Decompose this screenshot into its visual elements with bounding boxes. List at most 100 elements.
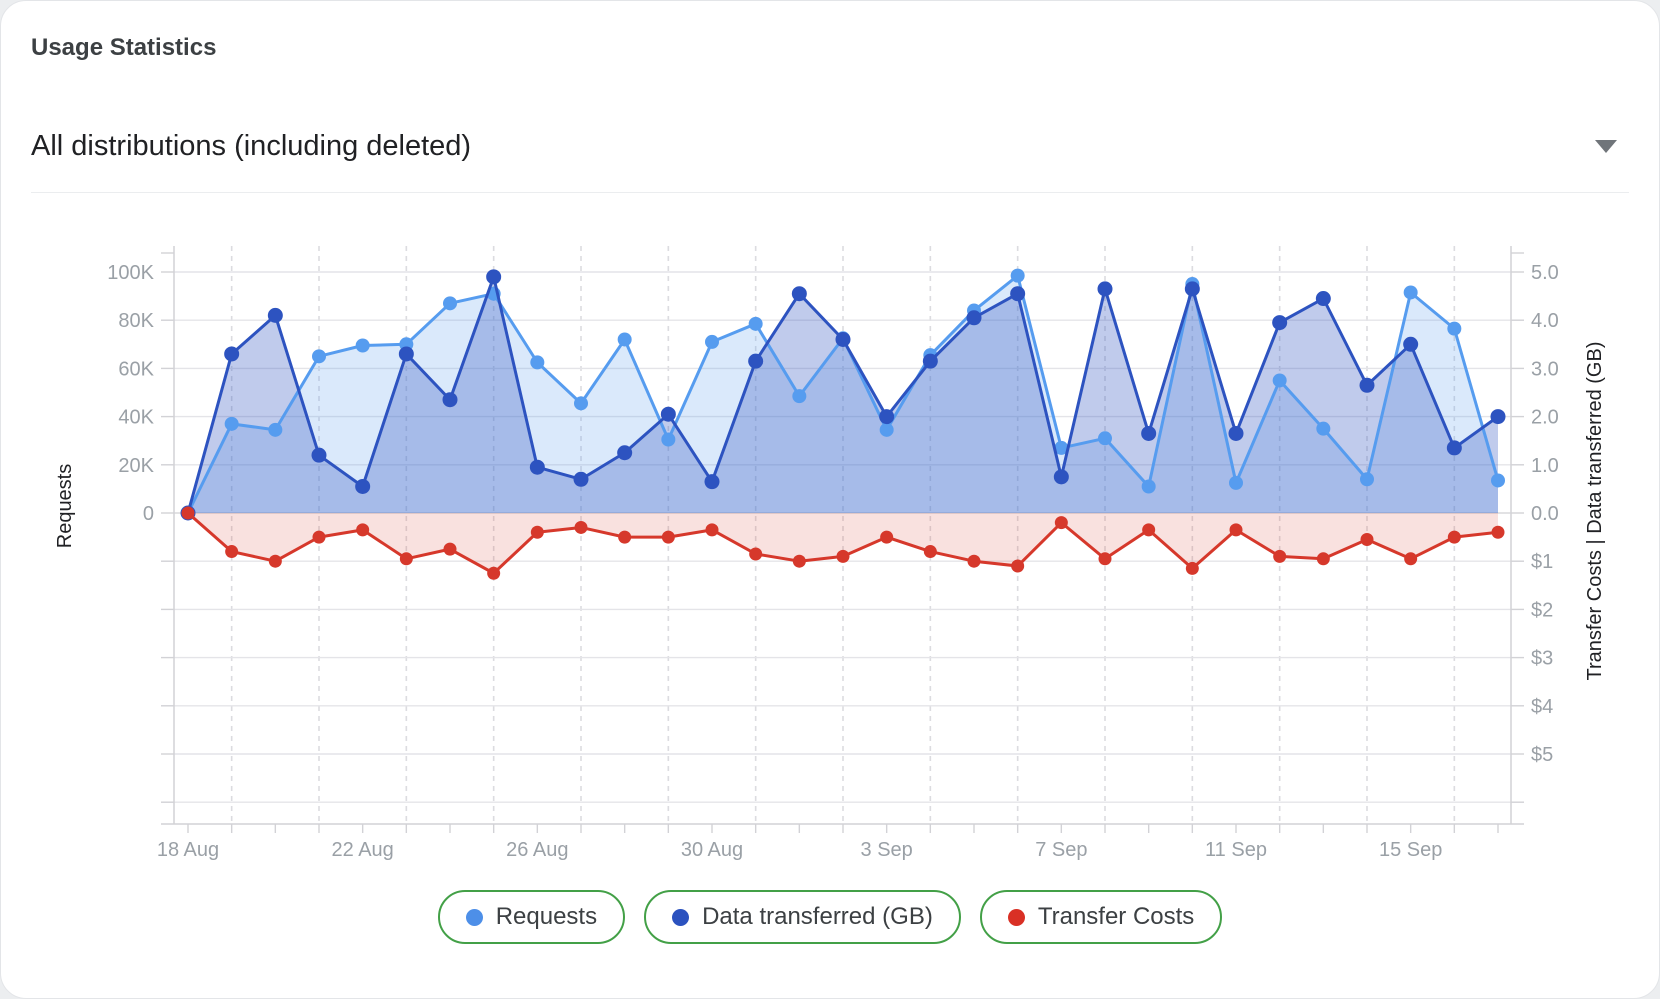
usage-chart[interactable]: 0 20K 40K 60K 80K 100K 0.0 1.0 2.0 3.0 4.0 5.0 $1 $2 $… [1, 231, 1660, 871]
data-transferred-point[interactable] [922, 353, 938, 369]
transfer-costs-point[interactable] [618, 530, 632, 544]
data-transferred-point[interactable] [398, 346, 414, 362]
data-transferred-point[interactable] [704, 474, 720, 490]
transfer-costs-point[interactable] [1098, 552, 1112, 566]
transfer-costs-point[interactable] [1229, 523, 1243, 537]
data-transferred-point[interactable] [311, 447, 327, 463]
transfer-costs-point[interactable] [880, 530, 894, 544]
transfer-costs-point[interactable] [1011, 559, 1025, 573]
distribution-select[interactable]: All distributions (including deleted) [31, 123, 1625, 169]
data-transferred-point[interactable] [224, 346, 240, 362]
legend-data-transferred[interactable]: Data transferred (GB) [644, 890, 961, 944]
transfer-costs-area [188, 513, 1498, 574]
requests-point[interactable] [792, 389, 807, 404]
transfer-costs-point[interactable] [836, 549, 850, 563]
requests-point[interactable] [443, 296, 457, 311]
data-transferred-point[interactable] [442, 392, 458, 408]
transfer-costs-point[interactable] [1054, 516, 1068, 530]
transfer-costs-point[interactable] [1316, 552, 1330, 566]
transfer-costs-point[interactable] [749, 547, 763, 561]
transfer-costs-point[interactable] [574, 520, 588, 534]
data-transferred-point[interactable] [1097, 281, 1113, 297]
transfer-costs-point[interactable] [181, 506, 195, 520]
left-axis-tick-label: 40K [118, 407, 154, 429]
data-transferred-dot-icon [672, 908, 690, 926]
requests-point[interactable] [1316, 421, 1331, 436]
requests-point[interactable] [617, 332, 632, 347]
requests-point[interactable] [574, 396, 588, 411]
data-transferred-point[interactable] [1228, 425, 1244, 441]
data-transferred-point[interactable] [1446, 440, 1462, 456]
data-transferred-point[interactable] [1403, 336, 1419, 352]
requests-point[interactable] [748, 316, 763, 331]
requests-point[interactable] [1141, 479, 1156, 494]
transfer-costs-point[interactable] [443, 542, 457, 556]
transfer-costs-point[interactable] [661, 530, 675, 544]
data-transferred-point[interactable] [1359, 377, 1375, 393]
transfer-costs-point[interactable] [312, 530, 326, 544]
data-transferred-point[interactable] [879, 409, 895, 425]
requests-point[interactable] [1098, 431, 1112, 446]
requests-point[interactable] [355, 338, 370, 353]
x-axis-tick-label: 18 Aug [157, 839, 219, 861]
transfer-costs-point[interactable] [792, 554, 806, 568]
requests-point[interactable] [1229, 475, 1243, 490]
transfer-costs-point[interactable] [705, 523, 719, 537]
requests-point[interactable] [1403, 285, 1418, 300]
data-transferred-point[interactable] [267, 307, 283, 323]
right-axis-tick-label: $1 [1531, 551, 1553, 573]
right-axis-tick-label: 1.0 [1531, 455, 1559, 477]
legend-requests[interactable]: Requests [437, 890, 626, 944]
data-transferred-point[interactable] [486, 269, 502, 285]
transfer-costs-point[interactable] [967, 554, 981, 568]
requests-point[interactable] [268, 422, 283, 437]
data-transferred-point[interactable] [617, 445, 633, 461]
data-transferred-point[interactable] [660, 406, 676, 422]
transfer-costs-point[interactable] [1404, 552, 1418, 566]
right-axis-tick-label: 0.0 [1531, 503, 1559, 525]
transfer-costs-point[interactable] [225, 545, 239, 559]
requests-point[interactable] [1272, 373, 1287, 388]
requests-point[interactable] [530, 355, 545, 370]
transfer-costs-point[interactable] [1142, 523, 1156, 537]
requests-point[interactable] [224, 416, 239, 431]
data-transferred-point[interactable] [791, 286, 807, 302]
transfer-costs-point[interactable] [1491, 525, 1505, 539]
requests-point[interactable] [312, 349, 326, 364]
requests-point[interactable] [1360, 472, 1374, 487]
data-transferred-point[interactable] [1490, 409, 1506, 425]
requests-point[interactable] [1010, 268, 1025, 283]
transfer-costs-point[interactable] [530, 525, 544, 539]
data-transferred-point[interactable] [1141, 425, 1157, 441]
transfer-costs-point[interactable] [399, 552, 413, 566]
data-transferred-point[interactable] [1315, 291, 1331, 307]
transfer-costs-point[interactable] [1185, 561, 1199, 575]
transfer-costs-point[interactable] [268, 554, 282, 568]
requests-point[interactable] [705, 334, 719, 349]
data-transferred-point[interactable] [835, 331, 851, 347]
transfer-costs-point[interactable] [923, 545, 937, 559]
requests-point[interactable] [1054, 440, 1069, 455]
data-transferred-point[interactable] [966, 310, 982, 326]
data-transferred-point[interactable] [355, 478, 371, 494]
data-transferred-point[interactable] [1272, 315, 1288, 331]
legend-label-requests: Requests [495, 903, 598, 930]
transfer-costs-point[interactable] [1447, 530, 1461, 544]
requests-point[interactable] [1491, 473, 1505, 488]
requests-point[interactable] [879, 422, 894, 437]
right-axis-tick-label: 3.0 [1531, 358, 1559, 380]
requests-point[interactable] [661, 432, 676, 447]
data-transferred-point[interactable] [529, 459, 545, 475]
data-transferred-point[interactable] [1184, 281, 1200, 297]
transfer-costs-point[interactable] [487, 566, 501, 580]
transfer-costs-point[interactable] [1273, 549, 1287, 563]
legend-transfer-costs[interactable]: Transfer Costs [979, 890, 1223, 944]
transfer-costs-point[interactable] [1360, 533, 1374, 547]
data-transferred-point[interactable] [1010, 286, 1026, 302]
data-transferred-point[interactable] [1053, 469, 1069, 485]
transfer-costs-point[interactable] [356, 523, 370, 537]
data-transferred-point[interactable] [748, 353, 764, 369]
data-transferred-point[interactable] [573, 471, 589, 487]
requests-point[interactable] [1447, 321, 1462, 336]
right-axis-title: Transfer Costs | Data transferred (GB) [1584, 342, 1606, 681]
